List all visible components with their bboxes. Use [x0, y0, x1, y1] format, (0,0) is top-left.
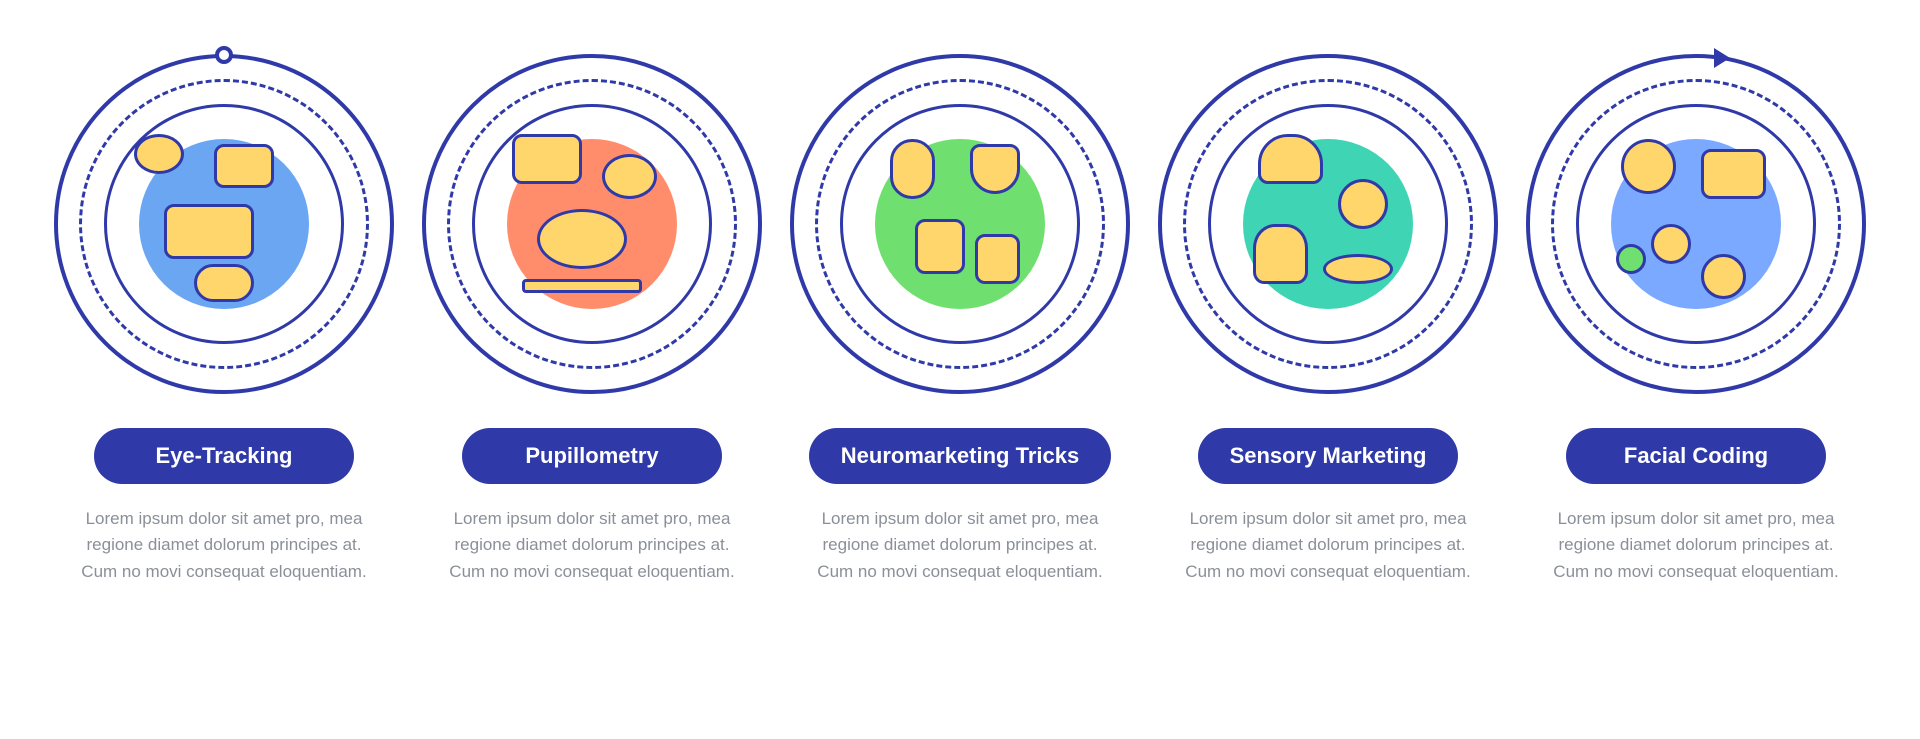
pill-label: Facial Coding [1624, 443, 1768, 468]
pill-sensory-marketing: Sensory Marketing [1198, 428, 1459, 484]
desc-pupillometry: Lorem ipsum dolor sit amet pro, mea regi… [442, 506, 742, 585]
pill-label: Pupillometry [525, 443, 658, 468]
item-neuromarketing: Neuromarketing Tricks Lorem ipsum dolor … [776, 40, 1144, 700]
desc-eye-tracking: Lorem ipsum dolor sit amet pro, mea regi… [74, 506, 374, 585]
eye-tracking-icon [124, 124, 324, 324]
item-facial-coding: Facial Coding Lorem ipsum dolor sit amet… [1512, 40, 1880, 700]
desc-facial-coding: Lorem ipsum dolor sit amet pro, mea regi… [1546, 506, 1846, 585]
desc-sensory-marketing: Lorem ipsum dolor sit amet pro, mea regi… [1178, 506, 1478, 585]
circle-pupillometry [408, 40, 776, 408]
circle-neuromarketing [776, 40, 1144, 408]
desc-neuromarketing: Lorem ipsum dolor sit amet pro, mea regi… [810, 506, 1110, 585]
neuromarketing-icon [860, 124, 1060, 324]
end-marker-arrow [1714, 48, 1730, 68]
start-marker-dot [215, 46, 233, 64]
pill-pupillometry: Pupillometry [462, 428, 722, 484]
item-eye-tracking: Eye-Tracking Lorem ipsum dolor sit amet … [40, 40, 408, 700]
pill-neuromarketing: Neuromarketing Tricks [809, 428, 1111, 484]
circle-sensory-marketing [1144, 40, 1512, 408]
facial-coding-icon [1596, 124, 1796, 324]
items-row: Eye-Tracking Lorem ipsum dolor sit amet … [0, 40, 1920, 700]
pill-eye-tracking: Eye-Tracking [94, 428, 354, 484]
item-sensory-marketing: Sensory Marketing Lorem ipsum dolor sit … [1144, 40, 1512, 700]
circle-facial-coding [1512, 40, 1880, 408]
sensory-marketing-icon [1228, 124, 1428, 324]
pill-label: Sensory Marketing [1230, 443, 1427, 468]
pill-label: Eye-Tracking [156, 443, 293, 468]
circle-eye-tracking [40, 40, 408, 408]
infographic-stage: Eye-Tracking Lorem ipsum dolor sit amet … [0, 0, 1920, 739]
pill-facial-coding: Facial Coding [1566, 428, 1826, 484]
pill-label: Neuromarketing Tricks [841, 443, 1079, 468]
item-pupillometry: Pupillometry Lorem ipsum dolor sit amet … [408, 40, 776, 700]
pupillometry-icon [492, 124, 692, 324]
